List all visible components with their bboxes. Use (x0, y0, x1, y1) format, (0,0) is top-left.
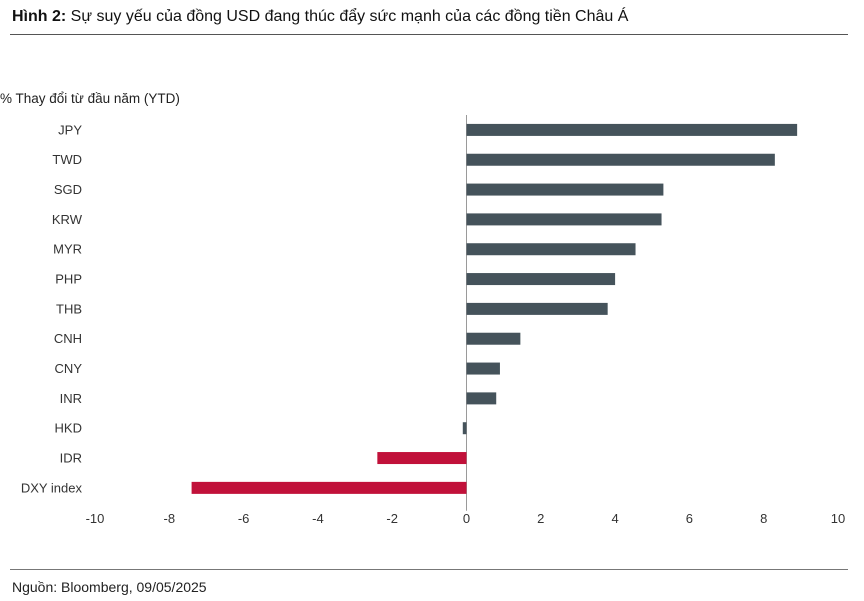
category-label: DXY index (21, 480, 83, 495)
category-label: IDR (60, 451, 82, 466)
category-label: PHP (55, 272, 82, 287)
bar-krw (466, 213, 662, 226)
x-tick-label: 2 (537, 511, 544, 526)
bar-cnh (466, 332, 521, 345)
category-label: INR (60, 391, 82, 406)
x-tick-label: 10 (831, 511, 845, 526)
category-label: HKD (55, 421, 82, 436)
bar-myr (466, 243, 636, 256)
x-tick-label: 4 (611, 511, 618, 526)
category-label: CNY (55, 361, 83, 376)
category-label: SGD (54, 182, 82, 197)
x-tick-label: 8 (760, 511, 767, 526)
bar-thb (466, 302, 608, 315)
bar-sgd (466, 183, 664, 196)
x-tick-label: 6 (686, 511, 693, 526)
chart-title: Hình 2: Sự suy yếu của đồng USD đang thú… (12, 8, 628, 26)
bar-hkd (462, 422, 467, 435)
bar-jpy (466, 123, 798, 136)
bar-twd (466, 153, 775, 166)
bar-idr (377, 452, 467, 465)
title-text: Sự suy yếu của đồng USD đang thúc đẩy sứ… (66, 8, 629, 25)
top-divider (10, 34, 848, 35)
x-tick-label: -8 (164, 511, 176, 526)
x-tick-label: -10 (86, 511, 105, 526)
bar-dxy-index (191, 481, 467, 494)
x-tick-label: -4 (312, 511, 324, 526)
bar-chart: JPY TWD SGD KRW MYR PHP THB CNH CNY INR HKD IDR DXY … (21, 115, 845, 526)
category-label: THB (56, 301, 82, 316)
y-axis-label: % Thay đổi từ đầu năm (YTD) (0, 91, 180, 106)
x-tick-label: -6 (238, 511, 250, 526)
bar-cny (466, 362, 500, 375)
category-label: MYR (53, 242, 82, 257)
title-prefix: Hình 2: (12, 8, 67, 25)
category-label: JPY (58, 122, 82, 137)
bar-php (466, 273, 616, 286)
category-label: KRW (52, 212, 83, 227)
bar-inr (466, 392, 497, 405)
x-tick-label: 0 (463, 511, 470, 526)
x-tick-label: -2 (386, 511, 398, 526)
category-label: TWD (52, 152, 82, 167)
source-note: Nguồn: Bloomberg, 09/05/2025 (12, 579, 207, 595)
category-label: CNH (54, 331, 82, 346)
bottom-divider (10, 569, 848, 570)
